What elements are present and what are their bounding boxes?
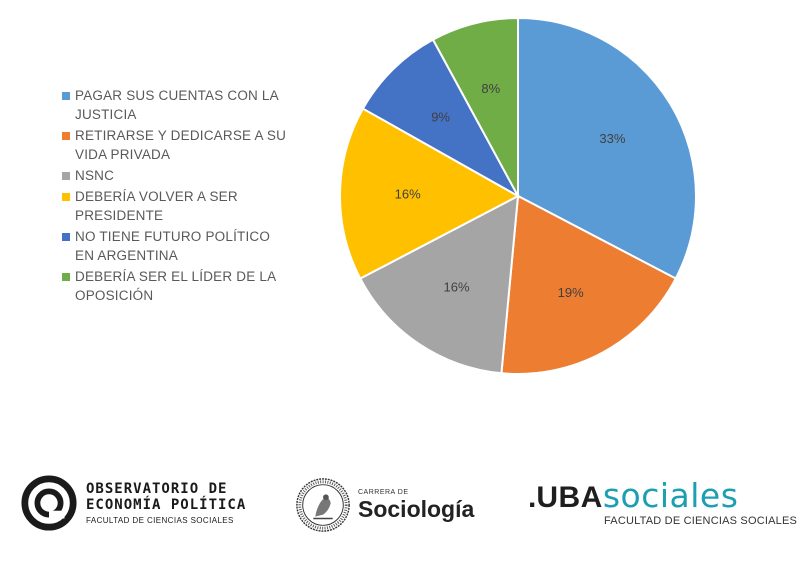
legend-label: PAGAR SUS CUENTAS CON LA JUSTICIA (75, 86, 279, 124)
university-seal-icon (296, 478, 350, 532)
pie-chart: 33% 19% 16% 16% 9% 8% (339, 16, 697, 375)
legend-swatch (62, 92, 70, 100)
legend-label-line: JUSTICIA (75, 107, 137, 122)
legend-label: DEBERÍA VOLVER A SER PRESIDENTE (75, 187, 238, 225)
legend-label-line: RETIRARSE Y DEDICARSE A SU (75, 128, 287, 143)
legend-label-line: DEBERÍA VOLVER A SER (75, 189, 238, 204)
uba-wordmark: UBA (536, 481, 603, 514)
pie-data-label: 8% (481, 81, 500, 96)
uba-dot: . (528, 481, 537, 514)
oep-title-line2: ECONOMÍA POLÍTICA (86, 497, 247, 513)
legend-entry: DEBERÍA VOLVER A SER PRESIDENTE (62, 187, 292, 225)
legend-label: NO TIENE FUTURO POLÍTICO EN ARGENTINA (75, 227, 270, 265)
pie-slice (431, 16, 519, 197)
legend-label: DEBERÍA SER EL LÍDER DE LA OPOSICIÓN (75, 267, 276, 305)
legend-entry: DEBERÍA SER EL LÍDER DE LA OPOSICIÓN (62, 267, 292, 305)
oep-title-line1: OBSERVATORIO DE (86, 481, 228, 497)
legend-label-line: EN ARGENTINA (75, 248, 178, 263)
legend-label-line: OPOSICIÓN (75, 288, 154, 303)
pie-slice (361, 38, 521, 199)
oep-faculty: FACULTAD DE CIENCIAS SOCIALES (86, 516, 234, 525)
legend-label-line: NO TIENE FUTURO POLÍTICO (75, 229, 271, 244)
oep-logo: OBSERVATORIO DE ECONOMÍA POLÍTICA FACULT… (20, 474, 246, 532)
pie-data-label: 33% (599, 131, 625, 146)
legend-swatch (62, 233, 70, 241)
legend-label: RETIRARSE Y DEDICARSE A SU VIDA PRIVADA (75, 126, 286, 164)
sociologia-prefix: CARRERA DE (358, 488, 409, 496)
legend-entry: PAGAR SUS CUENTAS CON LA JUSTICIA (62, 86, 292, 124)
legend-swatch (62, 132, 70, 140)
legend-entry: RETIRARSE Y DEDICARSE A SU VIDA PRIVADA (62, 126, 292, 164)
legend-entry: NSNC (62, 166, 292, 185)
pie-slice (500, 194, 678, 375)
legend-label-line: NSNC (75, 168, 115, 183)
sociologia-title: Sociología (358, 495, 475, 522)
pie-data-label: 16% (395, 186, 421, 201)
legend-swatch (62, 193, 70, 201)
legend-label-line: PRESIDENTE (75, 208, 164, 223)
pie-data-label: 9% (431, 109, 450, 124)
pie-slice (517, 16, 697, 280)
legend-label-line: PAGAR SUS CUENTAS CON LA (75, 88, 279, 103)
concentric-circle-icon (21, 475, 77, 531)
legend-entry: NO TIENE FUTURO POLÍTICO EN ARGENTINA (62, 227, 292, 265)
uba-sociales-logo: . UBA sociales FACULTAD DE CIENCIAS SOCI… (528, 476, 797, 527)
pie-slice (339, 107, 521, 280)
pie-data-label: 19% (558, 285, 584, 300)
legend-swatch (62, 172, 70, 180)
legend-label-line: VIDA PRIVADA (75, 147, 171, 162)
legend-label-line: DEBERÍA SER EL LÍDER DE LA (75, 269, 277, 284)
legend-swatch (62, 273, 70, 281)
sociales-wordmark: sociales (602, 476, 739, 515)
pie-data-label: 16% (443, 280, 469, 295)
chart-legend: PAGAR SUS CUENTAS CON LA JUSTICIA RETIRARS… (62, 86, 292, 307)
legend-label: NSNC (75, 166, 114, 185)
sociologia-logo: CARRERA DE Sociología (294, 476, 474, 534)
uba-faculty: FACULTAD DE CIENCIAS SOCIALES (604, 515, 798, 527)
pie-slice (358, 194, 520, 375)
